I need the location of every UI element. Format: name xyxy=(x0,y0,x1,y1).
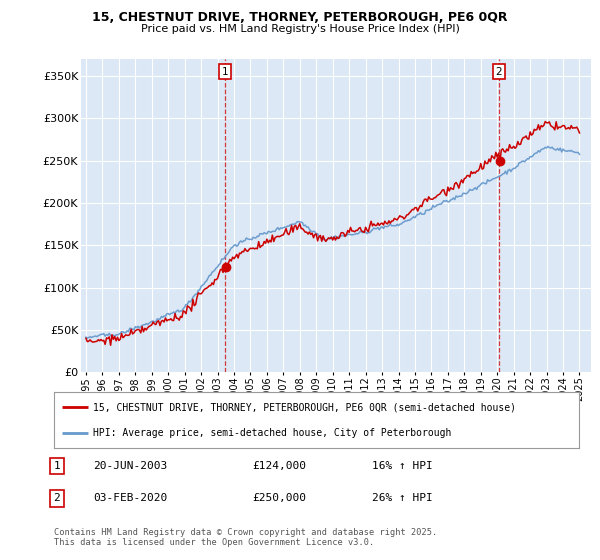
Text: £250,000: £250,000 xyxy=(252,493,306,503)
Text: 1: 1 xyxy=(222,67,229,77)
Text: 26% ↑ HPI: 26% ↑ HPI xyxy=(372,493,433,503)
Text: 1: 1 xyxy=(53,461,61,471)
Text: 16% ↑ HPI: 16% ↑ HPI xyxy=(372,461,433,471)
Text: 20-JUN-2003: 20-JUN-2003 xyxy=(93,461,167,471)
Text: 15, CHESTNUT DRIVE, THORNEY, PETERBOROUGH, PE6 0QR (semi-detached house): 15, CHESTNUT DRIVE, THORNEY, PETERBOROUG… xyxy=(94,402,517,412)
Text: £124,000: £124,000 xyxy=(252,461,306,471)
Text: Price paid vs. HM Land Registry's House Price Index (HPI): Price paid vs. HM Land Registry's House … xyxy=(140,24,460,34)
Text: 2: 2 xyxy=(53,493,61,503)
Text: HPI: Average price, semi-detached house, City of Peterborough: HPI: Average price, semi-detached house,… xyxy=(94,428,452,438)
Text: 2: 2 xyxy=(496,67,502,77)
Text: 15, CHESTNUT DRIVE, THORNEY, PETERBOROUGH, PE6 0QR: 15, CHESTNUT DRIVE, THORNEY, PETERBOROUG… xyxy=(92,11,508,24)
Text: 03-FEB-2020: 03-FEB-2020 xyxy=(93,493,167,503)
Text: Contains HM Land Registry data © Crown copyright and database right 2025.
This d: Contains HM Land Registry data © Crown c… xyxy=(54,528,437,547)
